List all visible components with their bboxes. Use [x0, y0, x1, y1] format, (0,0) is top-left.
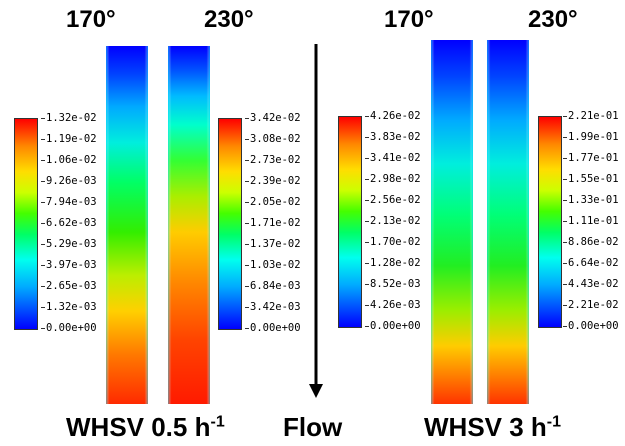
colorbar-2-tick: 1.37e-02 [245, 238, 301, 250]
temperature-label-230-right: 230° [528, 6, 578, 33]
colorbar-1-tick: 7.94e-03 [41, 196, 97, 208]
colorbar-2-tick: 3.42e-02 [245, 112, 301, 124]
panel-label-text: WHSV 3 h [424, 412, 547, 442]
colorbar-1-tick: 1.19e-02 [41, 133, 97, 145]
colorbar-3 [338, 116, 362, 328]
panel-label-sup: -1 [546, 413, 562, 431]
column-whsv3-230 [487, 40, 529, 404]
flow-arrow-icon [309, 44, 323, 398]
colorbar-4 [538, 116, 562, 328]
panel-label-text: WHSV 0.5 h [66, 412, 211, 442]
colorbar-2-tick: 1.71e-02 [245, 217, 301, 229]
colorbar-1-tick: 3.97e-03 [41, 259, 97, 271]
colorbar-1-tick: 9.26e-03 [41, 175, 97, 187]
colorbar-3-tick: 1.28e-02 [365, 257, 421, 269]
colorbar-4-tick: 4.43e-02 [563, 278, 619, 290]
temperature-label-170-left: 170° [66, 6, 116, 33]
colorbar-1-tick: 6.62e-03 [41, 217, 97, 229]
column-whsv3-170 [431, 40, 473, 404]
colorbar-3-tick: 1.70e-02 [365, 236, 421, 248]
colorbar-1-tick: 2.65e-03 [41, 280, 97, 292]
colorbar-3-tick: 2.56e-02 [365, 194, 421, 206]
colorbar-3-tick: 2.13e-02 [365, 215, 421, 227]
colorbar-4-tick: 1.77e-01 [563, 152, 619, 164]
panel-label-sup: -1 [210, 413, 225, 431]
panel-label-whsv-05: WHSV 0.5 h-1 [66, 414, 225, 440]
colorbar-4-tick: 1.11e-01 [563, 215, 619, 227]
colorbar-4-tick: 1.99e-01 [563, 131, 619, 143]
colorbar-3-tick: 4.26e-02 [365, 110, 421, 122]
temperature-label-170-right: 170° [384, 6, 434, 33]
column-whsv05-230 [168, 46, 210, 404]
colorbar-4-tick: 0.00e+00 [563, 320, 619, 332]
flow-label: Flow [283, 412, 343, 442]
colorbar-1-tick: 0.00e+00 [41, 322, 97, 334]
colorbar-1 [14, 118, 38, 330]
colorbar-3-tick: 3.83e-02 [365, 131, 421, 143]
colorbar-3-tick: 4.26e-03 [365, 299, 421, 311]
colorbar-4-tick: 1.55e-01 [563, 173, 619, 185]
colorbar-2-tick: 1.03e-02 [245, 259, 301, 271]
colorbar-3-tick: 8.52e-03 [365, 278, 421, 290]
colorbar-3-tick: 2.98e-02 [365, 173, 421, 185]
colorbar-2-tick: 2.39e-02 [245, 175, 301, 187]
colorbar-4-tick: 1.33e-01 [563, 194, 619, 206]
colorbar-4-tick: 2.21e-02 [563, 299, 619, 311]
colorbar-4-tick: 6.64e-02 [563, 257, 619, 269]
colorbar-4-tick: 2.21e-01 [563, 110, 619, 122]
colorbar-1-tick: 1.06e-02 [41, 154, 97, 166]
colorbar-2-tick: 3.42e-03 [245, 301, 301, 313]
colorbar-2-tick: 3.08e-02 [245, 133, 301, 145]
colorbar-4-tick: 8.86e-02 [563, 236, 619, 248]
colorbar-2-tick: 2.05e-02 [245, 196, 301, 208]
column-whsv05-170 [106, 46, 148, 404]
colorbar-1-tick: 1.32e-02 [41, 112, 97, 124]
colorbar-2-tick: 0.00e+00 [245, 322, 301, 334]
panel-label-whsv-3: WHSV 3 h-1 [424, 414, 561, 440]
colorbar-2-tick: 6.84e-03 [245, 280, 301, 292]
colorbar-3-tick: 3.41e-02 [365, 152, 421, 164]
temperature-label-230-left: 230° [204, 6, 254, 33]
colorbar-3-tick: 0.00e+00 [365, 320, 421, 332]
colorbar-2 [218, 118, 242, 330]
colorbar-1-tick: 5.29e-03 [41, 238, 97, 250]
colorbar-1-tick: 1.32e-03 [41, 301, 97, 313]
colorbar-2-tick: 2.73e-02 [245, 154, 301, 166]
